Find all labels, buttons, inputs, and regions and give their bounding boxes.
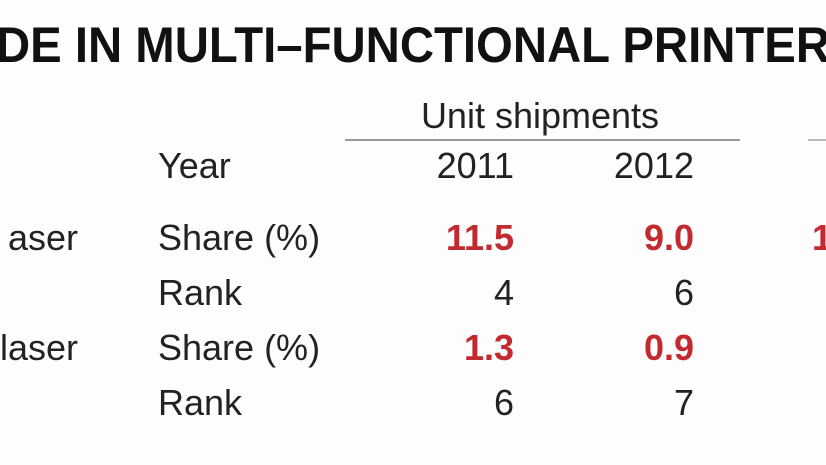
cell-value: 11.5 <box>446 217 514 258</box>
cell-value: 0.9 <box>644 327 694 368</box>
row-label: Share (%) <box>158 327 320 368</box>
cell-value: 1.3 <box>464 327 514 368</box>
title: DE IN MULTI–FUNCTIONAL PRINTER <box>0 17 826 73</box>
cell-value: 7 <box>674 382 694 423</box>
cell-value: 6 <box>494 382 514 423</box>
column-header: 2011 <box>437 145 514 186</box>
row-group-label: aser <box>8 217 78 258</box>
column-header: Year <box>158 145 231 186</box>
column-header: 2012 <box>614 145 694 186</box>
row-group-label: laser <box>0 327 78 368</box>
cell-value: 9.0 <box>644 217 694 258</box>
group-header: Unit shipments <box>421 95 659 136</box>
row-label: Share (%) <box>158 217 320 258</box>
cell-value: 4 <box>494 272 514 313</box>
cell-value: 6 <box>674 272 694 313</box>
cropped-value: 1 <box>812 217 826 258</box>
row-label: Rank <box>158 272 243 313</box>
row-label: Rank <box>158 382 243 423</box>
